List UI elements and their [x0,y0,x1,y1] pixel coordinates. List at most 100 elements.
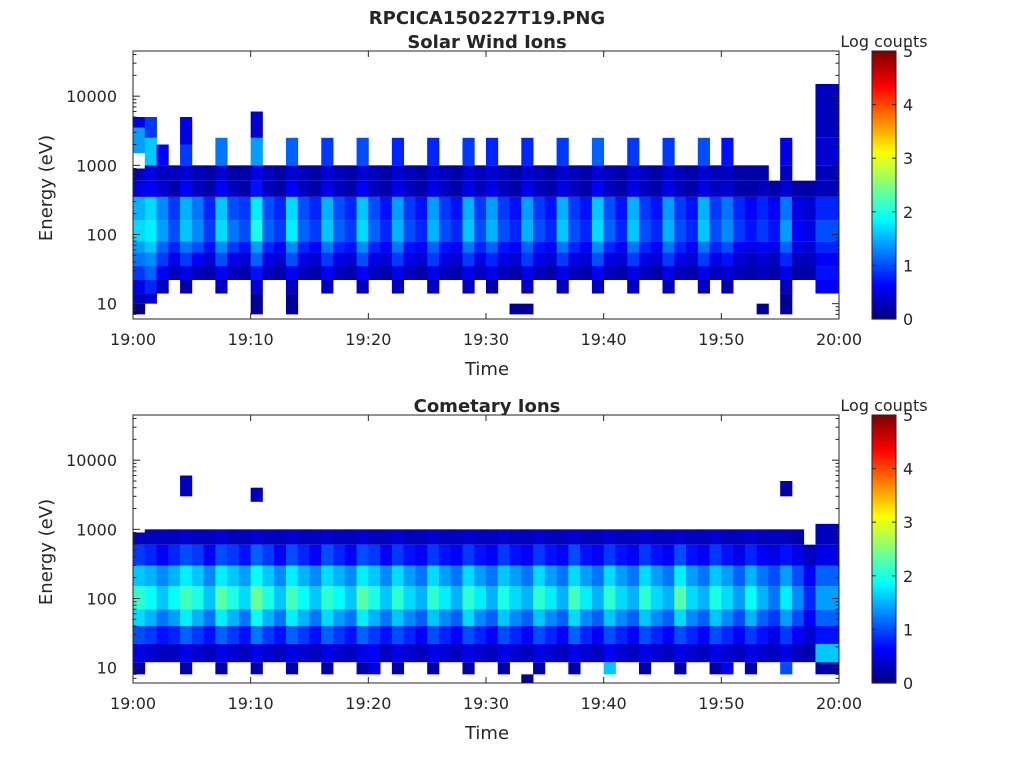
heatmap-cell [509,529,522,545]
heatmap-cell [544,609,557,627]
heatmap-cell [297,609,310,627]
heatmap-cell [591,626,605,644]
heatmap-cell [791,586,805,610]
heatmap-cell [603,241,616,253]
heatmap-cell [333,180,346,197]
heatmap-cell [368,196,381,221]
colorbar-swatch [872,643,896,646]
heatmap-cell [227,180,240,197]
heatmap-cell [285,626,299,644]
heatmap-cell [191,220,204,242]
heatmap-cell [344,586,357,610]
heatmap-cell [297,241,310,253]
colorbar-swatch [872,208,896,211]
colorbar-swatch [872,191,896,194]
heatmap-cell [156,144,169,166]
colorbar-swatch [872,496,896,500]
heatmap-cell [803,586,816,610]
heatmap-cell [662,279,675,294]
heatmap-cell [580,565,593,587]
colorbar-swatch [872,94,896,98]
colorbar-swatch [872,549,896,552]
heatmap-cell [356,266,369,280]
heatmap-cell [486,529,499,545]
heatmap-cell [462,662,475,675]
heatmap-cell [380,626,393,644]
colorbar-swatch [872,557,896,561]
heatmap-cell [356,565,369,587]
heatmap-cell [780,279,793,294]
heatmap-cell [450,266,463,280]
heatmap-cell [403,196,416,221]
colorbar-swatch [872,479,896,483]
heatmap-cell [474,266,487,280]
heatmap-cell [486,165,499,181]
heatmap-cell [391,220,405,242]
colorbar-swatch [872,226,896,230]
colorbar-swatch [872,530,896,533]
heatmap-cell [321,165,334,181]
heatmap-cell [721,529,734,545]
colorbar-swatch [872,580,896,584]
heatmap-cell [662,609,675,627]
heatmap-cell [238,266,252,280]
heatmap-cell [650,180,663,197]
heatmap-cell [662,180,675,197]
colorbar-swatch [872,653,896,657]
heatmap-cell [438,609,452,627]
heatmap-cell [250,111,263,138]
heatmap-cell [568,643,581,663]
heatmap-cell [227,643,240,663]
heatmap-cell [309,241,322,253]
heatmap-cell [168,529,181,545]
colorbar-swatch [872,419,896,422]
heatmap-cell [356,544,369,566]
solar-wind-colorbar-label: Log counts [840,32,927,51]
colorbar-swatch [872,86,896,90]
heatmap-cell [427,220,440,242]
heatmap-cell [733,529,746,545]
heatmap-cell [356,220,369,242]
heatmap-cell [697,586,710,610]
heatmap-cell [344,252,357,267]
colorbar-swatch [872,252,896,255]
heatmap-cell [521,303,534,315]
colorbar-swatch [872,155,896,159]
colorbar-frame [871,50,897,320]
heatmap-cell [638,544,652,566]
heatmap-cell [650,643,663,663]
heatmap-cell [744,643,758,663]
colorbar-swatch [872,53,896,56]
colorbar-swatch [872,465,896,468]
heatmap-cell [462,196,475,221]
solar-wind-ylabel: Energy (eV) [36,135,57,241]
heatmap-cell [250,293,263,315]
heatmap-cell [309,626,322,644]
heatmap-cell [427,529,440,545]
colorbar-swatch [872,159,896,163]
heatmap-cell [780,220,793,242]
heatmap-cell [333,266,346,280]
heatmap-cell [368,643,381,663]
heatmap-cell [168,165,181,181]
heatmap-cell [133,168,146,181]
heatmap-cell [391,137,405,166]
colorbar-swatch [872,458,896,462]
colorbar-swatch [872,132,896,136]
colorbar-swatch [872,71,896,75]
heatmap-cell [203,165,216,181]
heatmap-cell [180,266,193,280]
heatmap-cell [297,586,310,610]
heatmap-cell [215,529,228,545]
heatmap-cell [721,252,734,267]
colorbar-swatch [872,176,896,180]
heatmap-cell [462,609,475,627]
heatmap-cell [556,279,569,294]
heatmap-cell [180,609,193,627]
heatmap-cell [391,544,405,566]
heatmap-cell [815,266,840,280]
heatmap-cell [380,529,393,545]
heatmap-cell [486,609,499,627]
colorbar-swatch [872,281,896,284]
colorbar-swatch [872,486,896,489]
